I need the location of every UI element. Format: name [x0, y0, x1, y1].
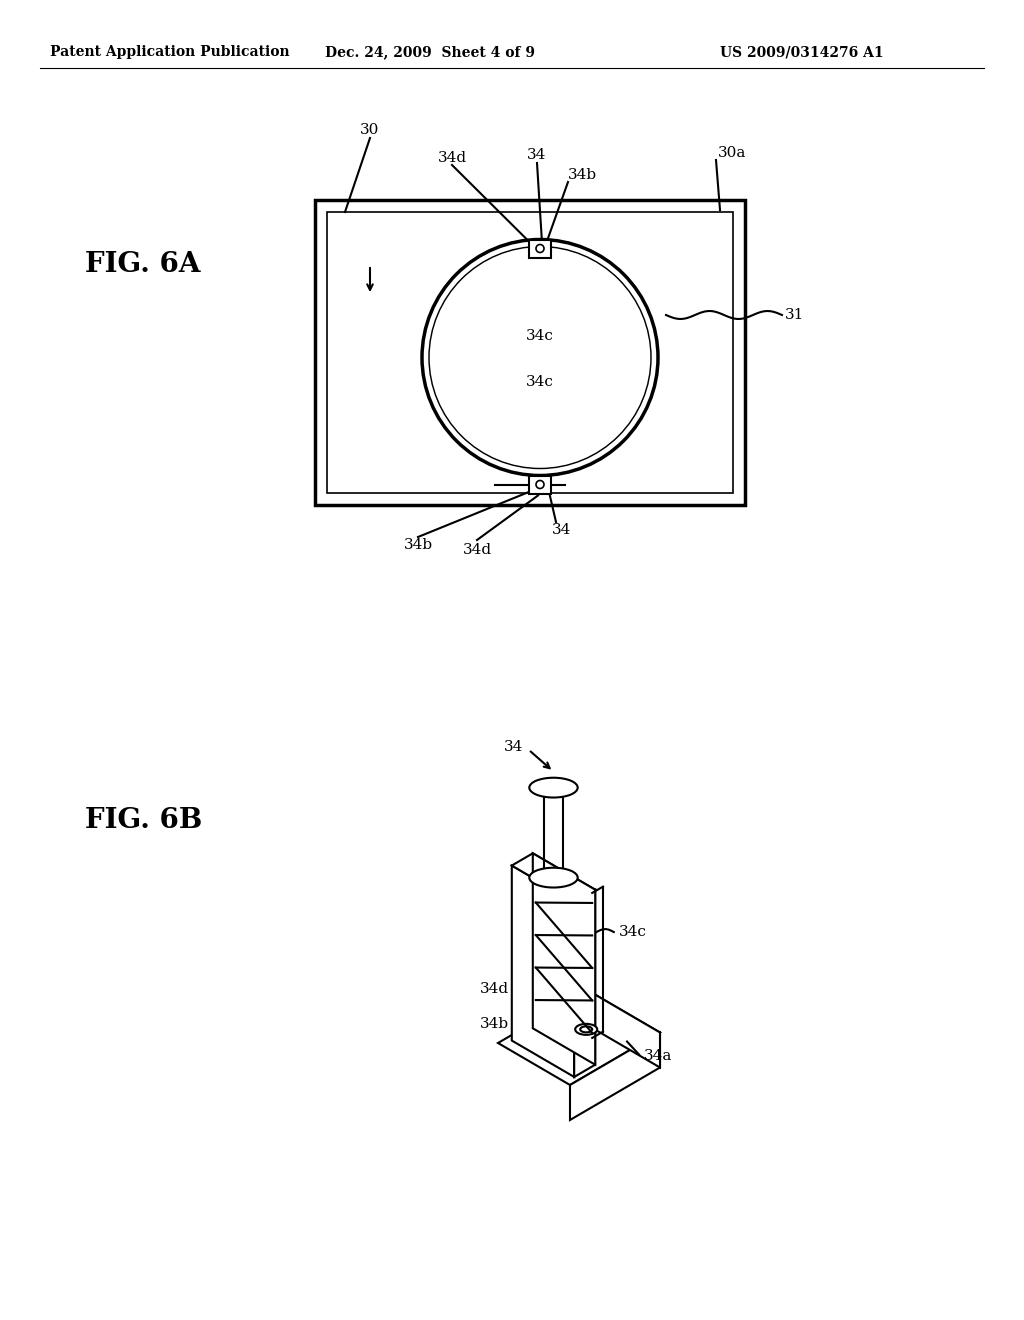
Text: 34b: 34b	[480, 1018, 509, 1031]
Polygon shape	[512, 866, 574, 1077]
Ellipse shape	[575, 1024, 597, 1035]
Text: 34c: 34c	[526, 329, 554, 342]
Text: 34b: 34b	[568, 168, 597, 182]
Text: 34: 34	[527, 148, 547, 162]
Ellipse shape	[529, 867, 578, 887]
Text: 34: 34	[504, 739, 523, 754]
Text: Dec. 24, 2009  Sheet 4 of 9: Dec. 24, 2009 Sheet 4 of 9	[325, 45, 535, 59]
Ellipse shape	[529, 777, 578, 797]
Bar	[529, 239, 551, 257]
Circle shape	[536, 244, 544, 252]
Text: US 2009/0314276 A1: US 2009/0314276 A1	[720, 45, 884, 59]
Bar	[529, 475, 551, 494]
Text: 30: 30	[360, 123, 380, 137]
Polygon shape	[498, 990, 660, 1085]
Text: 34d: 34d	[437, 150, 467, 165]
Text: 34c: 34c	[526, 375, 554, 389]
Text: Patent Application Publication: Patent Application Publication	[50, 45, 290, 59]
Text: 34d: 34d	[463, 543, 492, 557]
Polygon shape	[574, 890, 595, 1077]
Text: 34d: 34d	[480, 982, 509, 997]
Text: 30a: 30a	[718, 147, 746, 160]
Text: 34: 34	[552, 523, 571, 537]
Text: FIG. 6B: FIG. 6B	[85, 807, 203, 833]
Polygon shape	[532, 853, 595, 1065]
Text: 34b: 34b	[403, 539, 432, 552]
Polygon shape	[512, 853, 595, 902]
Text: 31: 31	[785, 308, 805, 322]
Text: 34c: 34c	[618, 925, 647, 939]
Bar	[315, 201, 745, 506]
Polygon shape	[570, 1032, 660, 1119]
Text: FIG. 6A: FIG. 6A	[85, 252, 201, 279]
Polygon shape	[588, 990, 660, 1068]
Bar	[327, 213, 733, 492]
Text: 34a: 34a	[644, 1049, 673, 1064]
Circle shape	[536, 480, 544, 488]
Ellipse shape	[581, 1027, 592, 1032]
